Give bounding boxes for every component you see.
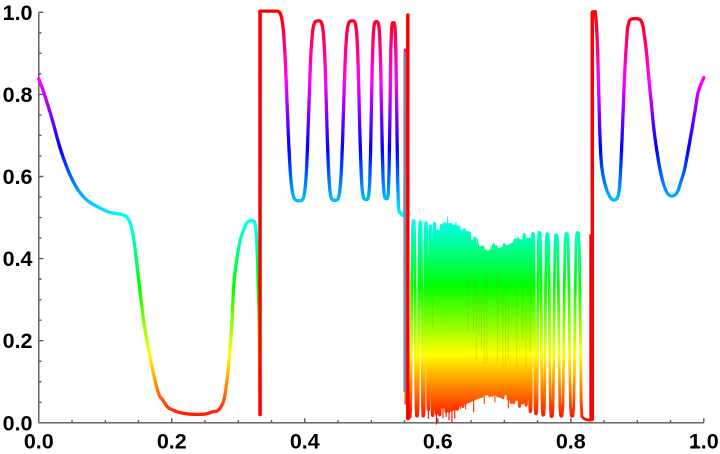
svg-text:0.4: 0.4 xyxy=(290,429,320,453)
svg-text:0.0: 0.0 xyxy=(3,411,33,435)
svg-text:0.8: 0.8 xyxy=(556,429,586,453)
svg-text:0.8: 0.8 xyxy=(3,83,33,107)
svg-text:0.6: 0.6 xyxy=(423,429,453,453)
svg-text:0.4: 0.4 xyxy=(3,247,33,271)
svg-text:0.2: 0.2 xyxy=(157,429,187,453)
svg-text:1.0: 1.0 xyxy=(689,429,719,453)
svg-text:0.0: 0.0 xyxy=(24,429,54,453)
svg-text:0.6: 0.6 xyxy=(3,165,33,189)
svg-text:0.2: 0.2 xyxy=(3,329,33,353)
svg-text:1.0: 1.0 xyxy=(3,1,33,25)
